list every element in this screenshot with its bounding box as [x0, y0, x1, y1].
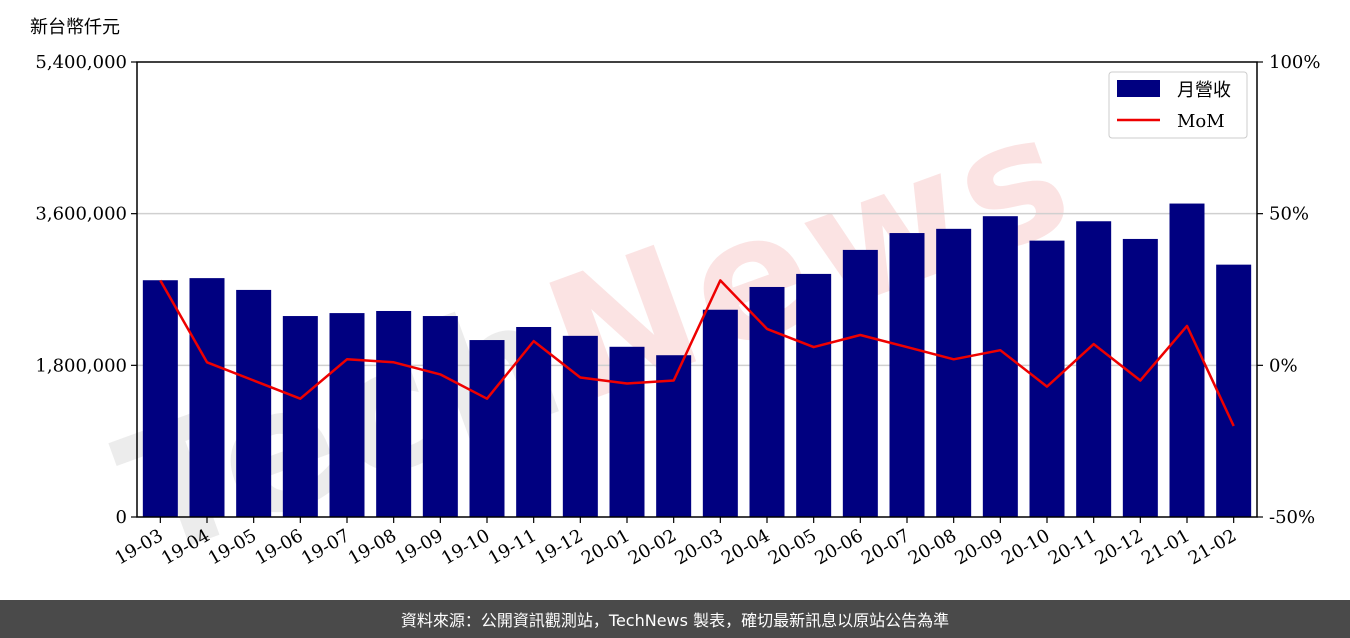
x-tick-label: 20-04: [718, 525, 773, 569]
x-tick-label: 19-11: [485, 525, 540, 569]
x-tick-label: 21-01: [1138, 525, 1193, 569]
x-tick-label: 20-07: [858, 525, 913, 569]
y-left-tick-label: 5,400,000: [35, 52, 127, 73]
bar: [749, 286, 785, 517]
x-tick-label: 20-03: [671, 525, 726, 569]
y-right-tick-label: 0%: [1269, 355, 1298, 376]
y-unit-label: 新台幣仟元: [30, 17, 120, 38]
footer-source-note: 資料來源：公開資訊觀測站，TechNews 製表，確切最新訊息以原站公告為準: [0, 600, 1350, 638]
bar: [796, 273, 832, 517]
bar: [516, 326, 552, 517]
x-tick-label: 20-12: [1091, 525, 1146, 569]
bar: [142, 280, 178, 517]
bar: [842, 249, 878, 518]
y-left-tick-label: 1,800,000: [35, 355, 127, 376]
y-left-tick-label: 0: [116, 507, 127, 528]
x-tick-label: 19-08: [345, 525, 400, 569]
bar: [1122, 238, 1158, 517]
x-tick-label: 19-12: [531, 525, 586, 569]
x-tick-label: 20-10: [998, 525, 1053, 569]
mom-line: [159, 279, 1235, 427]
y-axis-right: -50% 0% 50% 100%: [1257, 52, 1320, 528]
y-right-tick-label: -50%: [1269, 507, 1315, 528]
y-right-tick-label: 50%: [1269, 204, 1309, 225]
bar: [702, 309, 738, 517]
bar: [936, 228, 972, 518]
bar: [189, 278, 225, 517]
footer-text: 資料來源：公開資訊觀測站，TechNews 製表，確切最新訊息以原站公告為準: [400, 611, 950, 630]
y-axis-left: 0 1,800,000 3,600,000 5,400,000: [35, 52, 137, 528]
x-tick-label: 21-02: [1185, 525, 1240, 569]
bar: [422, 316, 458, 517]
bar: [1169, 203, 1205, 518]
legend-label-bar: 月營收: [1177, 80, 1231, 101]
bar: [889, 233, 925, 517]
bar: [376, 310, 412, 517]
bar: [1029, 240, 1065, 517]
bar: [562, 335, 598, 517]
x-tick-label: 20-01: [578, 525, 633, 569]
x-tick-label: 20-06: [811, 525, 866, 569]
x-tick-label: 20-09: [951, 525, 1006, 569]
mom-line-series: [159, 279, 1235, 427]
legend-label-line: MoM: [1177, 111, 1225, 132]
legend: 月營收 MoM: [1108, 71, 1248, 139]
bar: [236, 289, 272, 517]
x-tick-label: 19-10: [438, 525, 493, 569]
bar-series: [142, 203, 1252, 518]
bar: [609, 346, 645, 517]
y-right-tick-label: 100%: [1269, 52, 1320, 73]
bar: [282, 316, 318, 517]
bar: [982, 216, 1018, 517]
bar: [469, 340, 505, 517]
x-tick-label: 20-05: [765, 525, 820, 569]
plot-frame: [136, 61, 1258, 518]
y-left-tick-label: 3,600,000: [35, 204, 127, 225]
x-tick-label: 19-09: [391, 525, 446, 569]
x-tick-label: 20-11: [1045, 525, 1100, 569]
bar: [1216, 264, 1252, 517]
legend-swatch-bar: [1117, 80, 1160, 97]
bar: [329, 313, 365, 517]
bar: [1076, 221, 1112, 517]
x-tick-label: 20-08: [905, 525, 960, 569]
x-tick-label: 20-02: [625, 525, 680, 569]
